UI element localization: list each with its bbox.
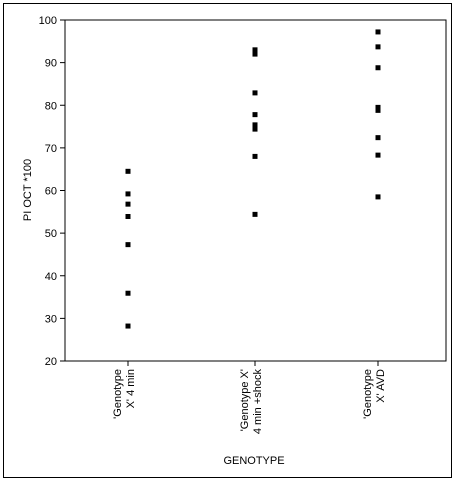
data-point — [252, 90, 258, 96]
y-axis: 20 30 40 50 60 70 80 90 100 — [39, 15, 65, 368]
data-point — [252, 112, 258, 118]
data-point — [375, 65, 381, 71]
y-tick-label: 90 — [45, 58, 57, 70]
y-tick-label: 80 — [45, 100, 57, 112]
data-point — [375, 44, 381, 50]
data-point — [125, 214, 131, 220]
y-tick-label: 100 — [39, 15, 57, 27]
y-tick-label: 70 — [45, 143, 57, 155]
y-tick-label: 60 — [45, 186, 57, 198]
x-tick-label-line: X' 4 min — [125, 369, 137, 408]
x-axis-title: GENOTYPE — [223, 455, 284, 467]
x-tick-label: 'GenotypeX' AVD — [362, 369, 387, 419]
y-axis-title: PI OCT *100 — [22, 159, 34, 221]
y-tick-label: 50 — [45, 228, 57, 240]
y-tick-label: 40 — [45, 271, 57, 283]
data-point — [125, 323, 131, 329]
data-point — [125, 168, 131, 174]
x-tick-label-line: 'Genotype — [112, 369, 124, 419]
data-point — [252, 211, 258, 217]
data-point — [375, 194, 381, 200]
data-point — [252, 126, 258, 132]
data-point — [375, 104, 381, 110]
data-point — [252, 47, 258, 53]
x-tick-label-line: 'Genotype — [362, 369, 374, 419]
data-point — [252, 51, 258, 57]
data-point — [125, 242, 131, 248]
data-point — [252, 153, 258, 159]
y-tick-label: 30 — [45, 313, 57, 325]
data-point — [375, 107, 381, 113]
x-tick-label: 'GenotypeX' 4 min — [112, 369, 137, 419]
x-tick-label: 'Genotype X'4 min +shock — [239, 369, 264, 435]
x-tick-label-line: 'Genotype X' — [239, 369, 251, 431]
data-point — [375, 152, 381, 158]
data-points — [125, 29, 381, 329]
data-point — [375, 135, 381, 141]
data-point — [252, 122, 258, 128]
x-tick-label-line: 4 min +shock — [252, 369, 264, 435]
x-tick-label-line: X' AVD — [375, 369, 387, 403]
y-tick-label: 20 — [45, 356, 57, 368]
chart-frame — [3, 3, 452, 478]
data-point — [125, 191, 131, 197]
data-point — [125, 201, 131, 207]
data-point — [125, 290, 131, 296]
x-axis: 'GenotypeX' 4 min 'Genotype X'4 min +shoc… — [112, 361, 387, 434]
data-point — [375, 29, 381, 35]
plot-area — [64, 19, 447, 362]
